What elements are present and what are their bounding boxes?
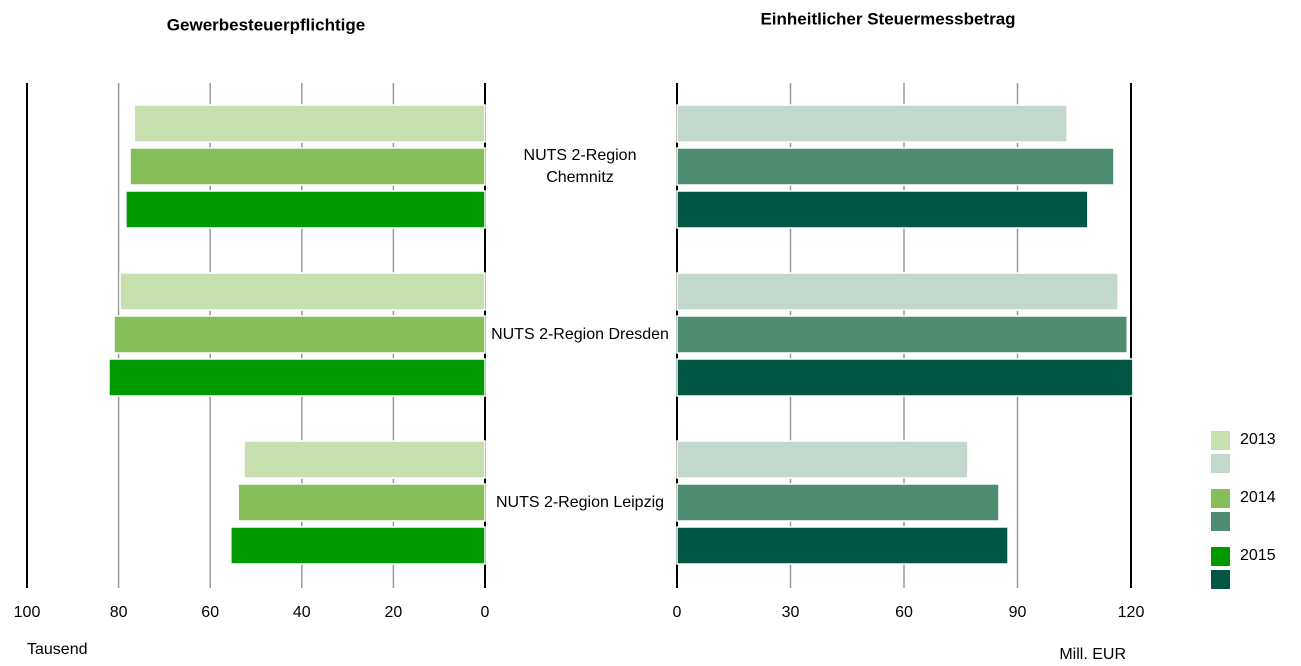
bar [243, 440, 486, 479]
x-tick-label: 120 [1118, 604, 1145, 621]
x-axis-label: Tausend [27, 641, 88, 658]
bar [676, 147, 1115, 186]
bar [129, 147, 486, 186]
x-tick-label: 90 [1009, 604, 1027, 621]
legend-swatch [1211, 431, 1230, 450]
bar [676, 526, 1009, 565]
legend-swatch [1211, 454, 1230, 473]
legend-swatch [1211, 547, 1230, 566]
legend-swatch [1211, 512, 1230, 531]
x-tick-label: 60 [895, 604, 913, 621]
bar [676, 315, 1128, 354]
x-tick-label: 80 [110, 604, 128, 621]
bar [676, 440, 969, 479]
bar [237, 483, 486, 522]
bar [676, 104, 1068, 143]
legend-label: 2014 [1240, 489, 1276, 506]
x-tick-label: 100 [14, 604, 41, 621]
bar [676, 358, 1134, 397]
category-label: NUTS 2-Region Dresden [491, 325, 669, 343]
legend-label: 2013 [1240, 431, 1276, 448]
bar [133, 104, 486, 143]
x-tick-label: 0 [481, 604, 490, 621]
category-label: NUTS 2-Region Chemnitz [523, 146, 637, 186]
bar [230, 526, 486, 565]
bar [113, 315, 486, 354]
bar [125, 190, 486, 229]
bar [676, 483, 1000, 522]
x-tick-label: 20 [385, 604, 403, 621]
chart-title: Gewerbesteuerpflichtige [167, 15, 365, 34]
legend-label: 2015 [1240, 547, 1276, 564]
x-axis-label: Mill. EUR [1059, 646, 1126, 663]
x-tick-label: 60 [201, 604, 219, 621]
chart-title: Einheitlicher Steuermessbetrag [760, 9, 1015, 28]
legend-swatch [1211, 489, 1230, 508]
x-tick-label: 30 [782, 604, 800, 621]
x-tick-label: 0 [673, 604, 682, 621]
category-label: NUTS 2-Region Leipzig [495, 493, 665, 511]
bar [119, 272, 486, 311]
bar [108, 358, 486, 397]
x-tick-label: 40 [293, 604, 311, 621]
bar [676, 272, 1119, 311]
legend-swatch [1211, 570, 1230, 589]
bar [676, 190, 1089, 229]
